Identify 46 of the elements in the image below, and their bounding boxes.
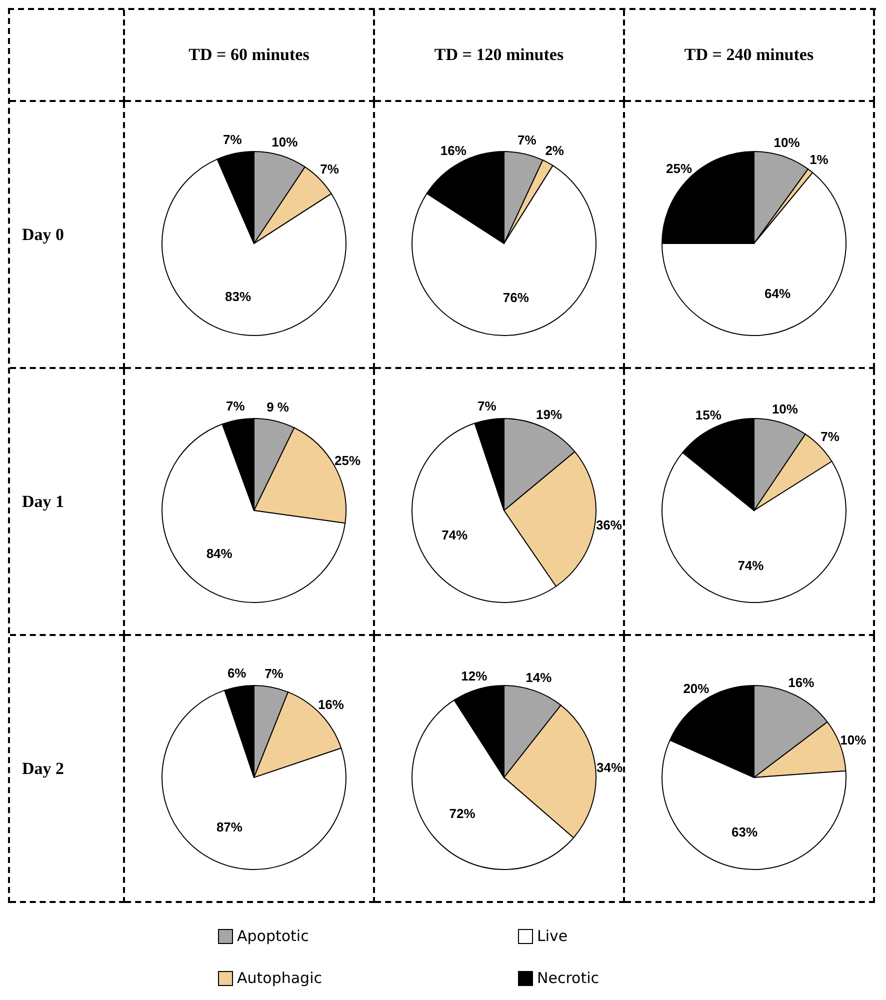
legend-label: Live xyxy=(537,927,568,945)
chart-title: TD = 240 minutes xyxy=(625,10,875,102)
data-label: 2% xyxy=(545,142,564,158)
data-label: 7% xyxy=(320,162,340,177)
data-label: 10% xyxy=(772,402,798,417)
legend-label: Necrotic xyxy=(537,969,600,987)
legend-label: Apoptotic xyxy=(237,927,309,945)
data-label: 25% xyxy=(334,453,361,468)
data-label: 16% xyxy=(318,697,344,712)
data-label: 74% xyxy=(738,558,764,574)
data-label: 87% xyxy=(216,819,243,834)
data-label: 15% xyxy=(695,407,722,422)
data-label: 36% xyxy=(596,518,622,533)
data-label: 10% xyxy=(774,135,800,150)
data-label: 1% xyxy=(810,152,829,168)
data-label: 64% xyxy=(764,286,791,301)
data-label: 10% xyxy=(272,134,298,150)
chart-title: TD = 120 minutes xyxy=(375,10,625,102)
data-label: 63% xyxy=(731,824,758,840)
data-label: 12% xyxy=(461,668,488,684)
data-label: 16% xyxy=(440,142,467,158)
text: Day 2 xyxy=(10,636,125,903)
data-label: 10% xyxy=(840,732,867,748)
data-label: 72% xyxy=(449,806,476,822)
data-label: 6% xyxy=(227,665,247,680)
data-label: 7% xyxy=(478,398,497,414)
text: Day 0 xyxy=(10,102,125,369)
chart-title: TD = 60 minutes xyxy=(125,10,375,102)
legend-label: Autophagic xyxy=(237,969,322,987)
data-label: 7% xyxy=(226,398,246,414)
text: Day 1 xyxy=(10,369,125,636)
data-label: 25% xyxy=(666,161,692,176)
data-label: 7% xyxy=(264,666,284,681)
data-label: 83% xyxy=(225,288,252,304)
data-label: 74% xyxy=(442,528,468,543)
data-label: 34% xyxy=(596,760,623,775)
data-label: 20% xyxy=(683,681,710,696)
data-label: 19% xyxy=(536,407,562,422)
data-label: 9 % xyxy=(266,400,290,415)
data-label: 7% xyxy=(222,132,242,148)
data-label: 7% xyxy=(820,429,840,444)
data-label: 14% xyxy=(526,670,552,685)
data-label: 76% xyxy=(502,290,530,305)
data-label: 16% xyxy=(788,675,815,690)
data-label: 84% xyxy=(206,546,233,561)
data-label: 7% xyxy=(518,132,537,148)
